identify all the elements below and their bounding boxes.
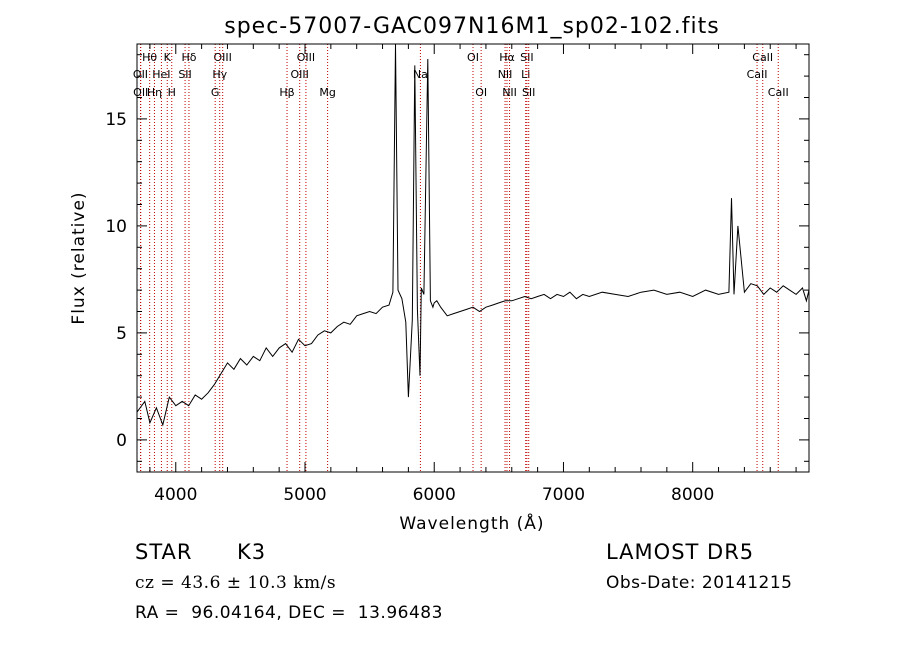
obs-date: Obs-Date: 20141215 (606, 573, 793, 593)
line-marker-label: CaII (747, 68, 768, 81)
line-marker-label: Hγ (212, 68, 227, 81)
y-tick-label: 15 (105, 110, 127, 130)
x-tick-label: 7000 (542, 485, 585, 505)
chart-title: spec-57007-GAC097N16M1_sp02-102.fits (224, 14, 720, 39)
line-marker-label: Hβ (279, 86, 294, 99)
object-subclass: K3 (237, 540, 267, 564)
line-marker-label: SII (522, 86, 535, 99)
line-marker-label: Mg (319, 86, 335, 99)
survey-name: LAMOST DR5 (606, 540, 755, 564)
line-marker-label: OIII (291, 68, 309, 81)
line-marker-label: Na (413, 68, 428, 81)
coordinates: RA = 96.04164, DEC = 13.96483 (135, 603, 443, 623)
line-marker-label: NII (498, 68, 513, 81)
line-marker-label: Hη (147, 86, 162, 99)
line-marker-label: OIII (297, 51, 315, 64)
x-tick-label: 8000 (671, 485, 714, 505)
line-marker-label: CaII (752, 51, 773, 64)
line-marker-label: Hα (499, 51, 515, 64)
line-marker-label: Hθ (142, 51, 157, 64)
y-tick-label: 10 (105, 217, 127, 237)
line-marker-label: K (164, 51, 172, 64)
y-axis-label: Flux (relative) (69, 191, 89, 324)
line-marker-label: OI (467, 51, 479, 64)
y-tick-label: 5 (116, 324, 127, 344)
plot-axes (136, 43, 810, 473)
spectrum-series (137, 44, 809, 427)
line-marker-label: Li (521, 68, 530, 81)
line-marker-label: CaII (768, 86, 789, 99)
line-marker-label: G (211, 86, 220, 99)
spectrum-line (137, 44, 809, 427)
line-marker-label: HeI (152, 68, 170, 81)
line-marker-label: SII (520, 51, 533, 64)
line-marker-label: NII (502, 86, 517, 99)
object-class: STAR (135, 540, 193, 564)
line-marker-label: OIII (213, 51, 231, 64)
x-tick-label: 6000 (413, 485, 456, 505)
x-tick-label: 4000 (154, 485, 197, 505)
velocity-readout: cz = 43.6 ± 10.3 km/s (135, 573, 337, 593)
line-marker-label: Hδ (181, 51, 196, 64)
plot-frame (136, 43, 810, 473)
x-axis-label: Wavelength (Å) (399, 512, 544, 534)
line-marker-label: OI (475, 86, 487, 99)
x-tick-label: 5000 (283, 485, 326, 505)
tick-labels: 4000 5000 6000 7000 8000 0 5 10 15 (105, 110, 714, 505)
line-marker-label: SII (178, 68, 191, 81)
y-tick-label: 0 (116, 431, 127, 451)
line-marker-label: H (168, 86, 176, 99)
